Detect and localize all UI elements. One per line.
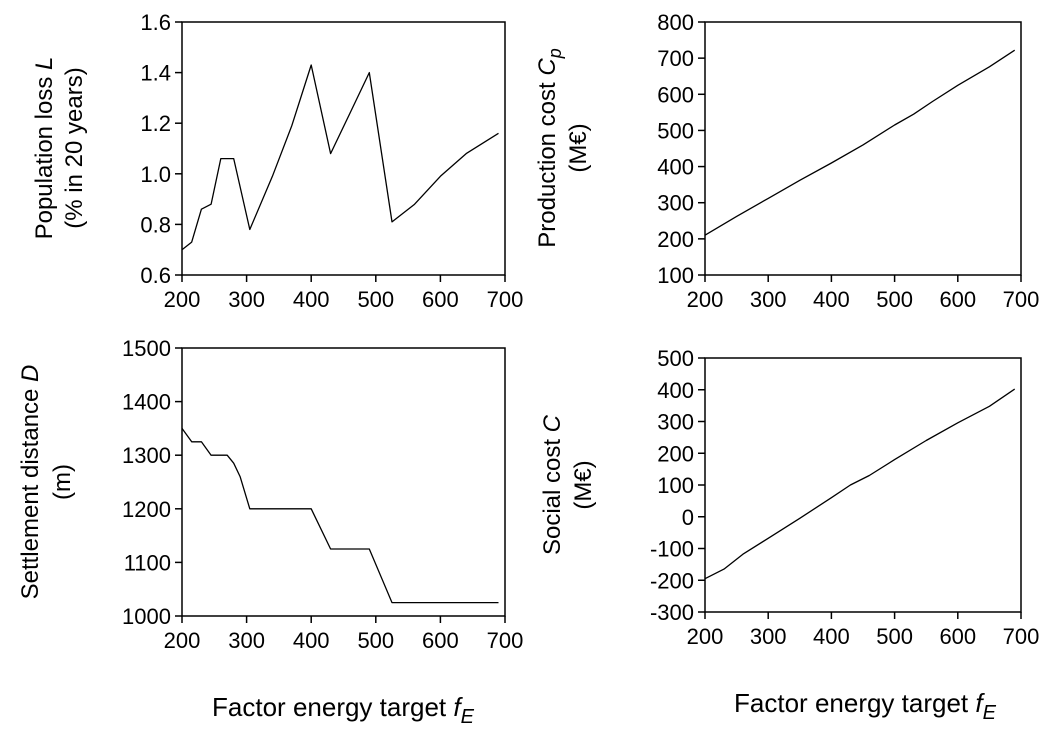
y-ticks: 1000 1100 1200 1300 1400 1500 (122, 336, 182, 629)
y-tick-label: -100 (650, 537, 694, 562)
x-axis-label-right: Factor energy target fE (734, 688, 997, 724)
y-tick-label: 1400 (122, 390, 171, 415)
x-tick-label: 200 (164, 628, 201, 653)
x-tick-label: 700 (487, 628, 524, 653)
y-tick-label: 400 (657, 378, 694, 403)
y-tick-label: 0.8 (140, 212, 171, 237)
y-axis-label-line2: (m) (49, 464, 76, 500)
y-tick-label: 100 (657, 473, 694, 498)
y-tick-label: -200 (650, 568, 694, 593)
y-tick-label: 200 (657, 441, 694, 466)
x-tick-label: 200 (164, 287, 201, 312)
x-tick-label: 400 (293, 628, 330, 653)
y-tick-label: 800 (657, 10, 694, 35)
y-tick-label: 1.6 (140, 10, 171, 35)
y-tick-label: 1200 (122, 497, 171, 522)
y-tick-label: 0.6 (140, 263, 171, 288)
y-axis-label: Production cost Cp (534, 48, 565, 247)
x-tick-label: 200 (687, 287, 724, 312)
y-tick-label: 100 (657, 263, 694, 288)
y-axis-label: Social cost C (539, 414, 566, 555)
y-axis-label-line2: (% in 20 years) (61, 67, 88, 228)
y-tick-label: 500 (657, 346, 694, 371)
x-tick-label: 600 (939, 624, 976, 649)
x-tick-label: 600 (939, 287, 976, 312)
x-tick-label: 400 (293, 287, 330, 312)
y-tick-label: 600 (657, 82, 694, 107)
x-tick-label: 700 (1003, 287, 1040, 312)
y-tick-label: 0 (682, 505, 694, 530)
social-cost-panel: -300 -200 -100 0 100 200 300 400 500 200 300 400 50… (539, 346, 1039, 649)
y-tick-label: 1.0 (140, 162, 171, 187)
x-tick-label: 500 (357, 628, 394, 653)
y-axis-label-line2: (M€) (565, 123, 592, 172)
y-tick-label: 200 (657, 227, 694, 252)
x-ticks: 200 300 400 500 600 700 (687, 612, 1040, 649)
series-line (704, 388, 1016, 580)
x-tick-label: 500 (876, 624, 913, 649)
series-line (181, 428, 499, 604)
y-tick-label: 500 (657, 118, 694, 143)
data-series (704, 49, 1016, 236)
plot-frame (704, 357, 1022, 613)
settlement-distance-panel: 1000 1100 1200 1300 1400 1500 200 300 400 500 600… (17, 336, 523, 653)
x-tick-label: 500 (357, 287, 394, 312)
x-tick-label: 300 (750, 624, 787, 649)
x-tick-label: 200 (687, 624, 724, 649)
y-axis-label: Settlement distance D (17, 365, 44, 600)
y-ticks: 100 200 300 400 500 600 700 800 (657, 10, 705, 288)
y-axis-label-line2: (M€) (570, 460, 597, 509)
plot-frame (181, 347, 506, 617)
x-tick-label: 500 (876, 287, 913, 312)
series-line (181, 64, 499, 251)
x-ticks: 200 300 400 500 600 700 (164, 275, 524, 312)
series-line (704, 49, 1016, 236)
data-series (181, 428, 499, 604)
y-tick-label: 700 (657, 46, 694, 71)
y-tick-label: -300 (650, 600, 694, 625)
y-axis-label: Population loss L (31, 57, 58, 240)
x-tick-label: 400 (813, 624, 850, 649)
x-tick-label: 400 (813, 287, 850, 312)
y-tick-label: 1000 (122, 604, 171, 629)
y-tick-label: 400 (657, 155, 694, 180)
x-axis-label-left: Factor energy target fE (212, 692, 475, 728)
data-series (181, 64, 499, 251)
y-tick-label: 300 (657, 191, 694, 216)
plot-frame (704, 21, 1022, 276)
x-tick-label: 600 (422, 287, 459, 312)
y-tick-label: 1100 (124, 550, 171, 575)
x-tick-label: 300 (228, 628, 265, 653)
y-tick-label: 1.4 (140, 61, 171, 86)
population-loss-panel: 0.6 0.8 1.0 1.2 1.4 1.6 200 300 400 500 600 700 Po… (31, 10, 523, 312)
y-tick-label: 1300 (122, 443, 171, 468)
y-ticks: 0.6 0.8 1.0 1.2 1.4 1.6 (140, 10, 182, 288)
x-tick-label: 700 (487, 287, 524, 312)
y-tick-label: 1500 (122, 336, 171, 361)
x-ticks: 200 300 400 500 600 700 (164, 616, 524, 653)
y-tick-label: 1.2 (140, 111, 171, 136)
y-tick-label: 300 (657, 410, 694, 435)
data-series (704, 388, 1016, 580)
x-tick-label: 600 (422, 628, 459, 653)
x-tick-label: 300 (750, 287, 787, 312)
plot-frame (181, 21, 506, 276)
x-tick-label: 300 (228, 287, 265, 312)
x-ticks: 200 300 400 500 600 700 (687, 275, 1040, 312)
y-ticks: -300 -200 -100 0 100 200 300 400 500 (650, 346, 705, 625)
x-tick-label: 700 (1003, 624, 1040, 649)
